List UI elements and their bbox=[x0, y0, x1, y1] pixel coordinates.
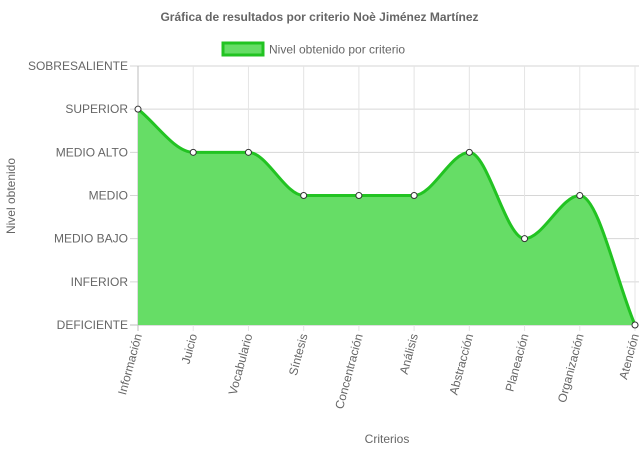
x-tick-label: Juicio bbox=[179, 332, 201, 366]
y-tick-label: SUPERIOR bbox=[65, 102, 128, 116]
y-tick-label: SOBRESALIENTE bbox=[28, 59, 128, 73]
data-point bbox=[189, 148, 197, 156]
y-axis-title: Nivel obtenido bbox=[4, 158, 18, 234]
x-tick-label: Organización bbox=[555, 332, 587, 404]
data-point bbox=[576, 192, 584, 199]
data-point bbox=[521, 235, 529, 243]
x-axis-title: Criterios bbox=[365, 432, 410, 446]
data-point bbox=[355, 192, 363, 199]
x-tick-label: Análisis bbox=[397, 332, 421, 376]
legend-swatch[interactable] bbox=[221, 41, 265, 57]
data-points bbox=[134, 105, 639, 329]
y-axis-ticks: DEFICIENTE INFERIOR MEDIO BAJO MEDIO MEDIO A… bbox=[28, 59, 128, 332]
x-tick-label: Vocabulario bbox=[226, 332, 256, 397]
y-tick-label: MEDIO BAJO bbox=[54, 232, 128, 246]
chart-title: Gráfica de resultados por criterio Noè J… bbox=[160, 10, 478, 24]
x-tick-label: Planeación bbox=[503, 332, 532, 393]
y-tick-label: DEFICIENTE bbox=[57, 318, 128, 332]
data-point bbox=[465, 148, 473, 156]
x-tick-label: Síntesis bbox=[286, 332, 311, 377]
data-point bbox=[410, 192, 418, 199]
y-tick-label: MEDIO bbox=[89, 189, 128, 203]
data-point bbox=[300, 192, 308, 199]
y-tick-label: MEDIO ALTO bbox=[56, 145, 128, 159]
x-axis-ticks: Información Juicio Vocabulario Síntesis Conc… bbox=[115, 332, 639, 411]
data-point bbox=[244, 148, 252, 156]
y-tick-label: INFERIOR bbox=[71, 275, 129, 289]
legend[interactable]: Nivel obtenido por criterio bbox=[221, 41, 405, 57]
x-tick-label: Información bbox=[115, 332, 145, 396]
legend-label[interactable]: Nivel obtenido por criterio bbox=[269, 43, 405, 57]
x-tick-label: Atención bbox=[616, 332, 639, 381]
x-tick-label: Abstracción bbox=[446, 332, 476, 396]
data-point bbox=[631, 321, 639, 329]
data-point bbox=[134, 105, 142, 113]
x-tick-label: Concentración bbox=[332, 332, 366, 410]
series-area-fill bbox=[138, 109, 635, 326]
